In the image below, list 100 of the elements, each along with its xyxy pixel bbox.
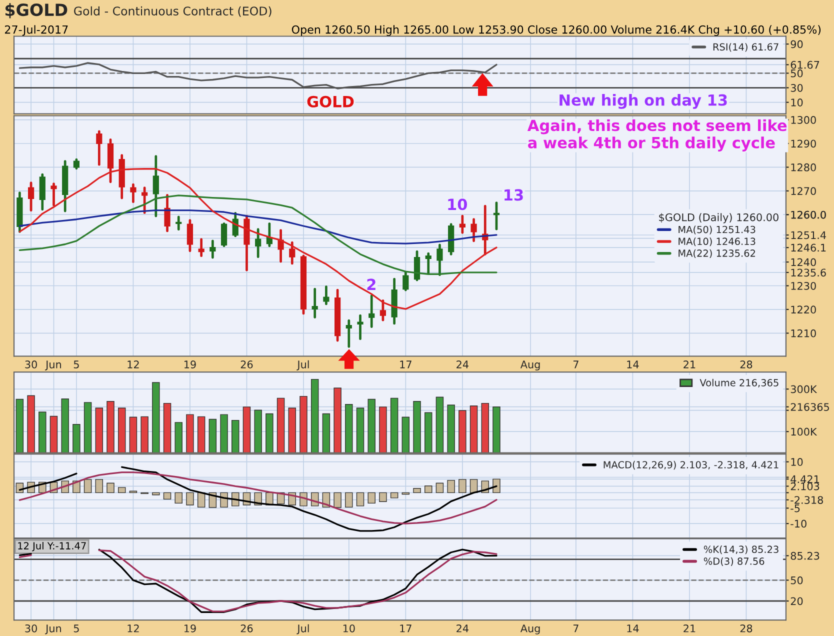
x-tick-label: 12: [128, 624, 139, 632]
bar: [186, 414, 194, 453]
bar: [288, 408, 296, 453]
candlestick: [357, 314, 364, 340]
candlestick: [96, 130, 102, 166]
legend-title: $GOLD (Daily) 1260.00: [659, 213, 778, 224]
bar: [106, 401, 114, 453]
bar: [436, 482, 444, 494]
annotation: 2: [367, 278, 376, 290]
y-tick-label: 1270: [791, 187, 816, 196]
x-tick-label: 14: [627, 624, 639, 632]
bar: [152, 492, 160, 496]
bar: [334, 492, 342, 508]
bar: [447, 480, 455, 494]
candlestick: [39, 173, 46, 211]
bar: [413, 401, 421, 453]
bar: [242, 406, 251, 453]
bar: [118, 487, 126, 494]
x-tick-label: 24: [456, 360, 468, 368]
bar: [334, 388, 342, 453]
legend-label: %K(14,3) 85.23: [704, 546, 778, 554]
y-tick-label: 50: [790, 69, 803, 78]
bar: [106, 482, 114, 494]
bar: [38, 412, 46, 453]
x-tick-label: 28: [740, 624, 752, 632]
bar: [356, 492, 364, 506]
candlestick: [459, 214, 466, 234]
bar: [186, 492, 194, 506]
annotation: 13: [504, 189, 523, 201]
bar: [174, 422, 182, 453]
annotation: Again, this does not seem like a weak 4th or 5th daily cycle: [527, 119, 787, 152]
y-tick-label: 1290: [791, 140, 816, 148]
bar: [27, 395, 35, 453]
candlestick: [50, 182, 57, 206]
candlestick: [402, 271, 409, 292]
candlestick: [107, 138, 114, 184]
line-series: [18, 471, 498, 524]
bar: [492, 478, 500, 494]
x-tick-label: 5: [74, 360, 79, 368]
bar: [470, 479, 478, 494]
x-tick-label: 21: [684, 360, 696, 368]
x-tick-label: 10: [343, 624, 355, 632]
y-tick-label: -5: [790, 504, 800, 512]
text: Open 1260.50 High 1265.00 Low 1253.90 Close 1260.00 Volume 216.4K Chg +10.60 (+0.85%): [292, 25, 821, 36]
x-tick-label: 24: [456, 624, 468, 632]
candlestick: [289, 241, 296, 265]
x-tick-label: 30: [25, 360, 37, 368]
y-tick-label: 1235.6: [791, 268, 826, 277]
bar: [481, 402, 489, 453]
bar: [174, 492, 182, 504]
bar: [413, 488, 421, 494]
bar: [345, 492, 353, 508]
candlestick: [414, 250, 420, 282]
candlestick: [28, 182, 34, 212]
y-tick-label: 1240: [791, 258, 816, 266]
bar: [129, 416, 138, 453]
x-tick-label: Aug: [520, 624, 540, 634]
x-tick-label: 30: [25, 624, 37, 632]
bar: [458, 479, 466, 494]
candlestick: [220, 222, 228, 248]
candlestick: [186, 219, 194, 252]
y-tick-label: 61.67: [790, 60, 820, 69]
y-tick-label: 1280: [791, 163, 816, 172]
x-tick-label: 12: [128, 360, 139, 368]
x-tick-label: 5: [74, 624, 79, 632]
legend-label: RSI(14) 61.67: [713, 43, 778, 52]
x-tick-label: 17: [400, 360, 412, 368]
bar: [470, 406, 478, 453]
legend-label: MACD(12,26,9) 2.103, -2.318, 4.421: [604, 460, 778, 470]
y-tick-label: 85.23: [790, 552, 820, 560]
candlestick: [142, 186, 148, 214]
y-tick-label: 10: [791, 98, 803, 106]
candlestick: [436, 244, 443, 276]
x-tick-label: 17: [400, 624, 412, 632]
candlestick: [368, 294, 375, 328]
bar: [310, 378, 319, 453]
bar: [61, 398, 69, 453]
legend-label: %D(3) 87.56: [704, 557, 764, 566]
x-tick-label: 19: [184, 624, 196, 632]
bar: [197, 416, 206, 453]
y-tick-label: 216365: [790, 403, 829, 411]
bar: [50, 416, 58, 453]
chart-title: $GOLD: [5, 3, 68, 18]
bar: [345, 404, 353, 453]
bar: [436, 396, 444, 453]
bar: [232, 420, 240, 453]
bar: [356, 408, 364, 453]
candlestick: [210, 240, 216, 259]
candlestick: [130, 183, 136, 203]
annotation: 10: [448, 198, 468, 210]
bar: [16, 398, 24, 453]
candlestick: [198, 238, 204, 258]
y-tick-label: -2.318: [790, 496, 823, 504]
bar: [379, 406, 387, 453]
bar: [163, 492, 172, 500]
x-tick-label: 14: [627, 360, 639, 368]
y-tick-label: -10: [790, 520, 806, 528]
x-tick-label: 7: [573, 624, 578, 632]
bar: [424, 412, 432, 453]
bar: [84, 402, 92, 453]
